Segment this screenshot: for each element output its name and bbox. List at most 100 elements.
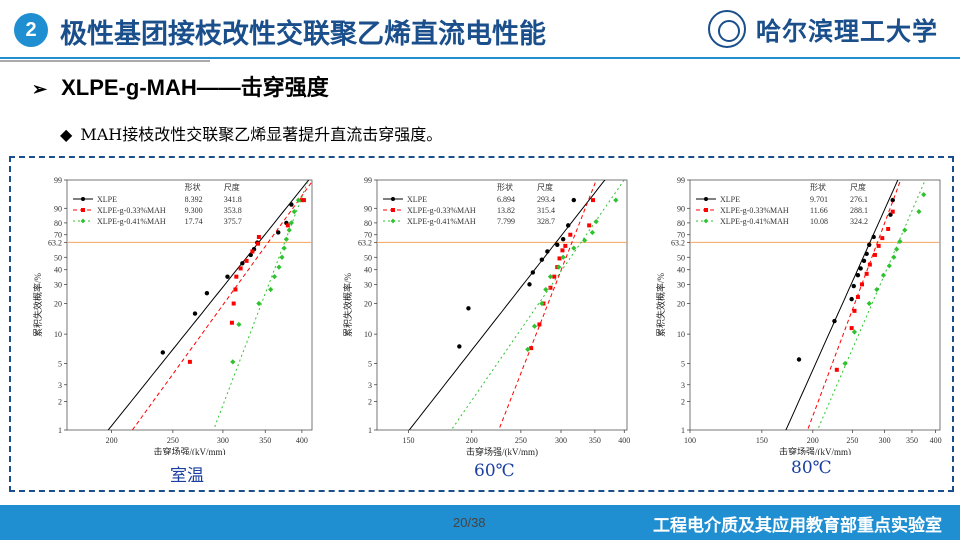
legend-marker — [391, 208, 395, 212]
data-point — [285, 223, 290, 228]
data-point — [867, 242, 872, 247]
y-tick-label: 63.2 — [358, 238, 372, 247]
data-point — [849, 326, 854, 331]
y-tick-label: 80 — [677, 219, 685, 228]
y-tick-label: 30 — [54, 280, 62, 289]
bullet-text: MAH接枝改性交联聚乙烯显著提升直流击穿强度。 — [80, 125, 443, 144]
plot-area — [66, 179, 313, 431]
data-point — [861, 258, 867, 264]
data-point — [244, 258, 249, 263]
data-point — [880, 236, 885, 241]
data-point — [231, 301, 236, 306]
x-tick-label: 250 — [846, 436, 858, 445]
data-point — [225, 274, 230, 279]
x-tick-label: 150 — [402, 436, 414, 445]
x-tick-label: 350 — [259, 436, 271, 445]
y-tick-label: 1 — [368, 426, 372, 435]
header-divider — [0, 57, 960, 59]
legend-shape-value: 7.799 — [497, 217, 515, 226]
data-point — [864, 271, 869, 276]
diamond-bullet-icon: ◆ — [60, 125, 73, 144]
data-point — [921, 192, 927, 198]
y-tick-label: 10 — [677, 330, 685, 339]
plot-area — [689, 179, 941, 431]
y-tick-label: 70 — [677, 231, 685, 240]
data-point — [891, 254, 897, 260]
y-tick-label: 30 — [677, 280, 685, 289]
y-tick-label: 70 — [54, 231, 62, 240]
legend-shape-value: 10.08 — [810, 217, 828, 226]
legend-marker — [704, 197, 708, 201]
data-point — [855, 273, 861, 278]
fit-line-series-2 — [498, 180, 597, 430]
fit-line-series-2 — [131, 181, 312, 430]
data-point — [279, 254, 285, 260]
legend-scale-value: 328.7 — [537, 217, 555, 226]
data-point — [530, 270, 536, 275]
condition-label-80c: 80℃ — [791, 458, 832, 478]
data-point — [852, 308, 857, 313]
data-point — [871, 234, 876, 240]
university-seal-icon — [708, 10, 746, 48]
data-point — [560, 237, 566, 242]
data-point — [248, 252, 253, 258]
data-point — [849, 296, 854, 302]
legend-marker — [391, 197, 395, 201]
data-point — [613, 197, 619, 203]
y-tick-label: 99 — [677, 176, 685, 185]
bullet-point: ◆ MAH接枝改性交联聚乙烯显著提升直流击穿强度。 — [60, 121, 442, 145]
legend-marker — [81, 208, 85, 212]
data-point — [864, 251, 869, 256]
legend-shape-value: 13.82 — [497, 206, 515, 215]
y-tick-label: 10 — [364, 330, 372, 339]
y-tick-label: 3 — [58, 381, 62, 390]
data-point — [876, 243, 881, 248]
x-tick-label: 300 — [879, 436, 891, 445]
data-point — [187, 359, 192, 364]
y-tick-label: 90 — [54, 204, 62, 213]
data-point — [560, 248, 565, 253]
legend-label: XLPE-g-0.41%MAH — [407, 217, 476, 226]
data-point — [233, 287, 238, 292]
y-tick-label: 40 — [54, 266, 62, 275]
x-tick-label: 350 — [589, 436, 601, 445]
x-tick-label: 150 — [756, 436, 768, 445]
y-tick-label: 5 — [681, 359, 685, 368]
lab-name: 工程电介质及其应用教育部重点实验室 — [653, 516, 942, 536]
data-point — [286, 227, 292, 233]
data-point — [291, 209, 297, 215]
data-point — [587, 223, 592, 228]
data-point — [902, 227, 908, 233]
y-tick-label: 2 — [58, 398, 62, 407]
data-point — [301, 198, 306, 203]
legend-header-scale: 尺度 — [224, 182, 240, 192]
chart-room-temp: 1 2 3 5 10 20 30 40 50 63.270 80 90 99 200 250 300 350 40… — [32, 176, 313, 455]
y-tick-label: 80 — [364, 219, 372, 228]
y-tick-label: 63.2 — [671, 238, 685, 247]
data-point — [250, 249, 255, 254]
data-point — [874, 286, 880, 293]
data-point — [276, 264, 282, 270]
data-point — [543, 286, 549, 293]
data-point — [565, 223, 571, 228]
y-tick-label: 50 — [677, 253, 685, 262]
chart-80c: 1 2 3 5 10 20 30 40 50 63.270 80 90 99 100 150 200 250 30… — [655, 176, 942, 455]
data-point — [590, 198, 595, 203]
slide-title: 极性基团接枝改性交联聚乙烯直流电性能 — [60, 19, 546, 50]
legend-label: XLPE-g-0.41%MAH — [97, 217, 166, 226]
data-point — [571, 197, 576, 203]
legend-header-shape: 形状 — [497, 182, 513, 192]
data-point — [537, 322, 542, 327]
fit-line-series-1 — [408, 180, 606, 430]
legend-scale-value: 375.7 — [224, 217, 242, 226]
y-tick-label: 3 — [681, 381, 685, 390]
data-point — [236, 321, 242, 328]
data-point — [527, 282, 532, 287]
data-point — [299, 198, 304, 203]
legend-shape-value: 11.66 — [810, 206, 828, 215]
university-name: 哈尔滨理工大学 — [756, 17, 939, 46]
data-point — [268, 286, 274, 293]
x-axis-label: 击穿场强/(kV/mm) — [779, 446, 851, 455]
legend-marker — [80, 218, 86, 224]
x-tick-label: 100 — [684, 436, 696, 445]
